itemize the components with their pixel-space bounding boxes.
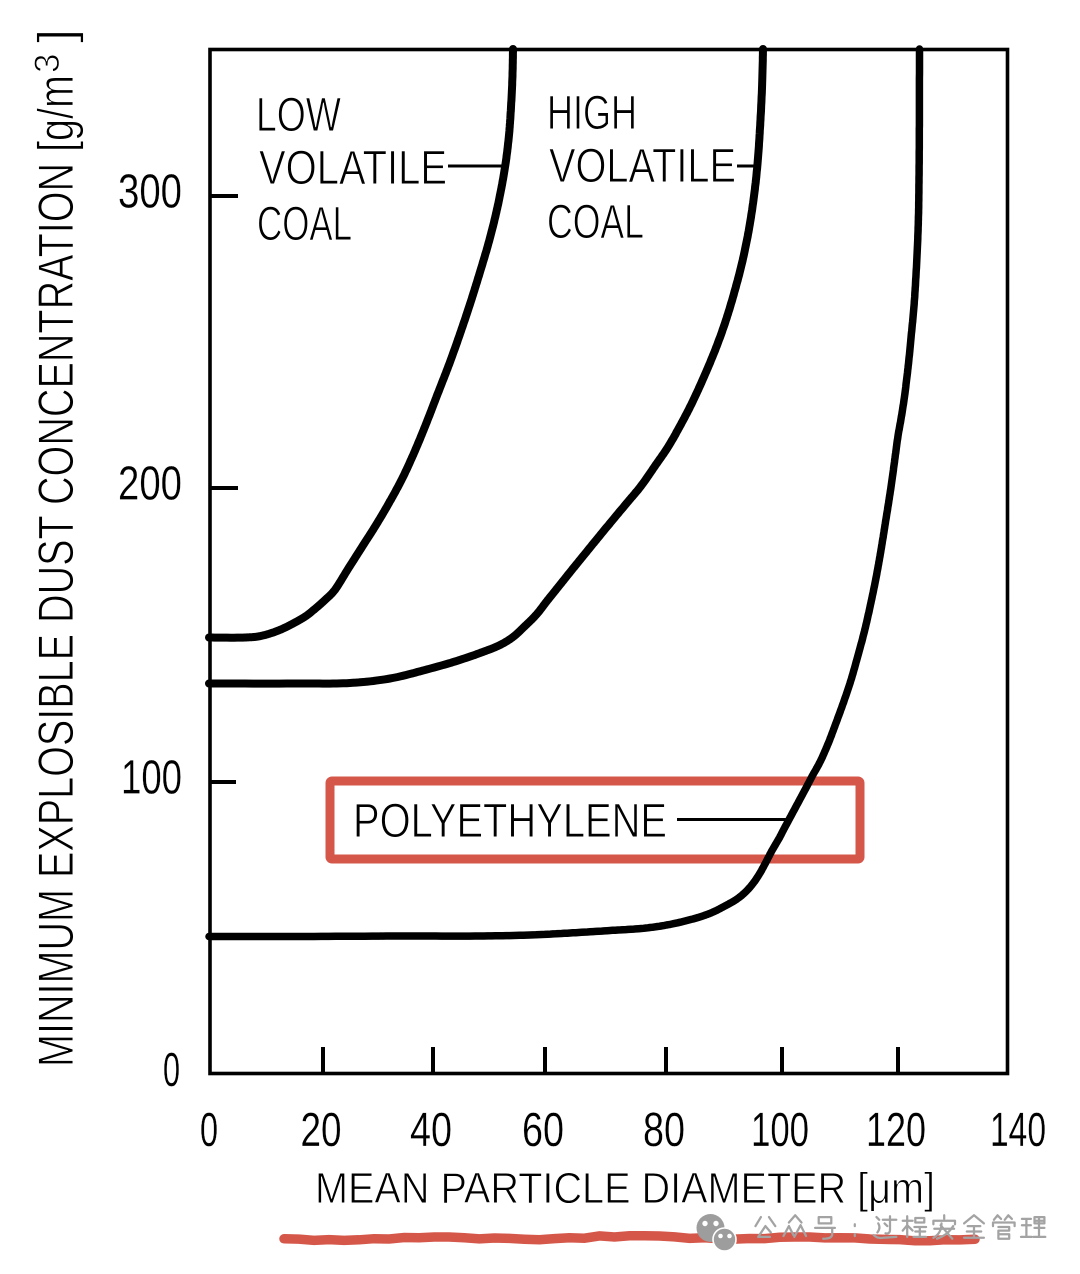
svg-text:3: 3 <box>28 54 67 73</box>
svg-text:200: 200 <box>118 458 182 511</box>
svg-text:100: 100 <box>121 752 182 805</box>
svg-text:300: 300 <box>118 166 182 219</box>
svg-text:20: 20 <box>301 1104 342 1157</box>
svg-text:120: 120 <box>866 1104 926 1157</box>
svg-text:140: 140 <box>990 1104 1046 1157</box>
svg-text:80: 80 <box>643 1104 685 1157</box>
svg-text:0: 0 <box>163 1044 180 1097</box>
svg-text:LOW: LOW <box>256 89 342 142</box>
svg-text:]: ] <box>28 29 84 43</box>
svg-text:60: 60 <box>522 1104 564 1157</box>
svg-text:MEAN PARTICLE DIAMETER [μm]: MEAN PARTICLE DIAMETER [μm] <box>315 1164 935 1213</box>
svg-text:COAL: COAL <box>257 198 352 251</box>
svg-text:100: 100 <box>751 1104 809 1157</box>
svg-text:POLYETHYLENE: POLYETHYLENE <box>353 795 667 848</box>
svg-text:VOLATILE: VOLATILE <box>259 142 447 195</box>
svg-text:MINIMUM EXPLOSIBLE DUST CONCEN: MINIMUM EXPLOSIBLE DUST CONCENTRATION [g… <box>28 75 84 1067</box>
svg-text:COAL: COAL <box>547 196 644 249</box>
svg-text:HIGH: HIGH <box>547 87 637 140</box>
svg-text:VOLATILE: VOLATILE <box>549 140 736 193</box>
svg-text:0: 0 <box>200 1104 218 1157</box>
svg-text:40: 40 <box>410 1104 452 1157</box>
